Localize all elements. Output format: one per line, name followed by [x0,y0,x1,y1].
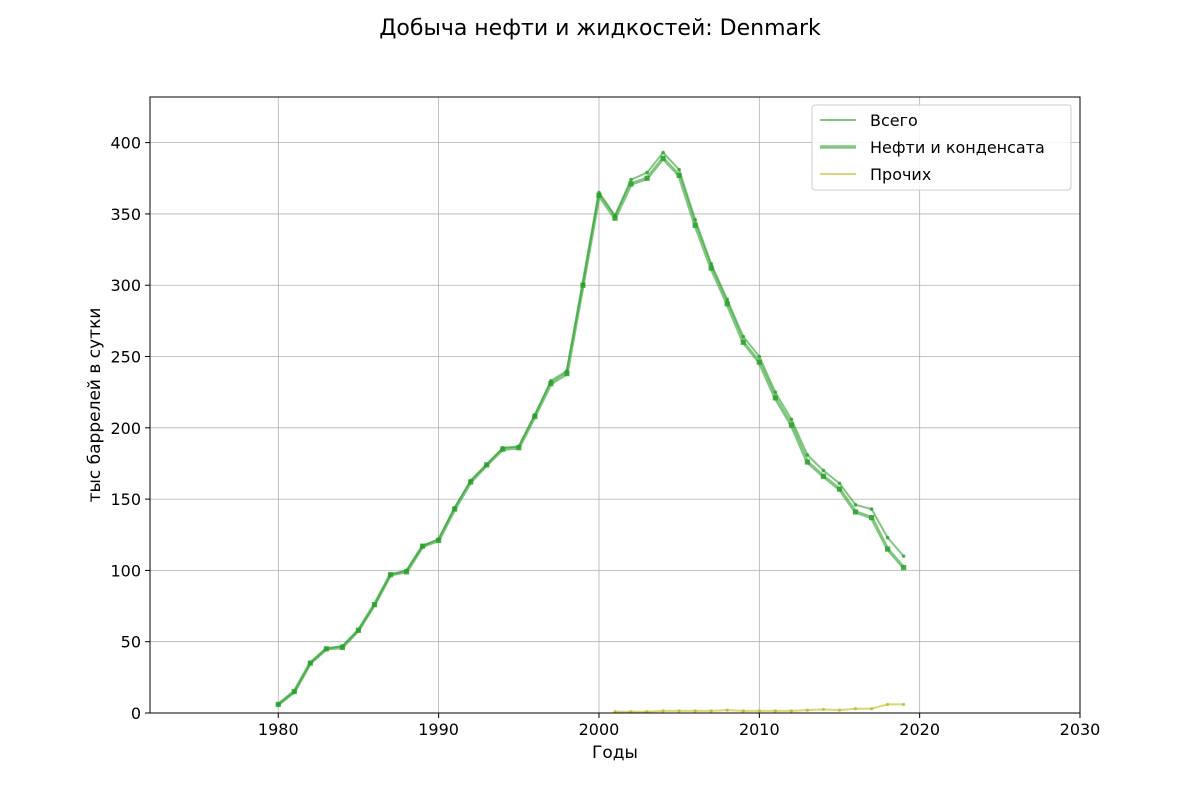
data-point [885,535,890,540]
data-point [307,660,313,666]
data-point [757,709,761,713]
y-tick-label: 350 [110,205,141,224]
data-point [339,644,346,651]
data-point [661,709,665,713]
y-tick-label: 50 [121,633,141,652]
x-tick-label: 2000 [579,720,620,739]
chart-title: Добыча нефти и жидкостей: Denmark [379,16,821,41]
plot-frame [149,96,1081,714]
data-point [884,546,891,552]
data-point [692,222,698,228]
data-point [869,507,874,511]
data-point [901,564,907,571]
tick-layer: 1980 1990 2000 2010 2020 2030 0 50 100 150 200 250 3… [110,134,1100,739]
y-tick-label: 400 [110,134,141,153]
data-point [676,172,682,179]
series-layer [275,150,907,714]
x-tick-label: 2010 [739,720,780,739]
data-point [677,167,681,172]
data-point [741,709,745,713]
data-point [804,459,811,465]
data-point [436,537,442,544]
y-tick-label: 300 [110,276,141,295]
data-point [837,708,842,712]
data-point [548,381,554,387]
data-point [709,709,713,713]
data-point [645,709,649,714]
data-point [740,339,746,345]
data-point [532,413,538,420]
data-point [820,473,827,479]
data-point [275,701,281,708]
data-point [371,602,378,608]
data-point [869,707,874,711]
y-tick-label: 0 [131,704,141,723]
legend-entry: Нефти и конденсата [870,138,1045,157]
data-point [708,265,714,271]
data-point [724,301,730,307]
data-point [805,708,810,712]
x-tick-label: 2020 [899,720,940,739]
data-point [788,422,794,428]
data-point [645,170,649,175]
data-point [468,479,474,485]
data-point [757,354,762,359]
data-point [355,627,362,633]
legend: Всего Нефти и конденсата Прочих [811,104,1072,191]
x-axis-label: Годы [592,743,638,763]
y-tick-label: 250 [110,348,141,367]
data-point [725,708,729,712]
data-point [693,709,697,713]
data-point [661,150,665,155]
data-point [773,709,777,713]
data-point [660,155,666,161]
data-point [323,646,329,652]
data-point [837,481,842,486]
legend-box [811,104,1072,191]
data-point [821,468,826,473]
y-tick-label: 200 [110,419,141,438]
data-point [789,709,793,713]
data-point [452,506,458,512]
data-point [885,702,890,707]
series-line-2 [277,156,905,706]
data-point [419,543,426,549]
data-point [902,702,906,707]
x-tick-label: 1980 [258,720,299,739]
data-point [772,395,778,401]
data-point [821,707,826,712]
data-point [291,689,297,695]
data-point [868,515,875,521]
data-point [677,709,681,713]
data-point [403,569,410,575]
data-point [629,709,633,714]
data-point [612,215,618,221]
x-tick-label: 2030 [1060,720,1101,739]
data-point [516,445,522,451]
data-point [901,554,906,558]
y-axis-label: тыс баррелей в сутки [85,308,105,503]
legend-entry: Прочих [870,165,931,184]
x-tick-label: 1990 [418,720,459,739]
y-tick-label: 100 [110,561,141,580]
data-point [836,486,843,492]
data-point [580,282,586,288]
data-point [853,503,858,507]
data-point [628,181,634,187]
y-tick-label: 150 [110,490,141,509]
legend-entry: Всего [870,111,918,130]
data-point [853,707,858,711]
data-point [644,175,650,181]
data-point [500,446,506,452]
data-point [629,177,633,182]
data-point [756,359,762,365]
data-point [596,192,602,198]
data-point [484,462,490,468]
data-point [564,371,570,377]
data-point [387,572,394,578]
data-point [852,509,859,515]
data-point [613,709,617,714]
